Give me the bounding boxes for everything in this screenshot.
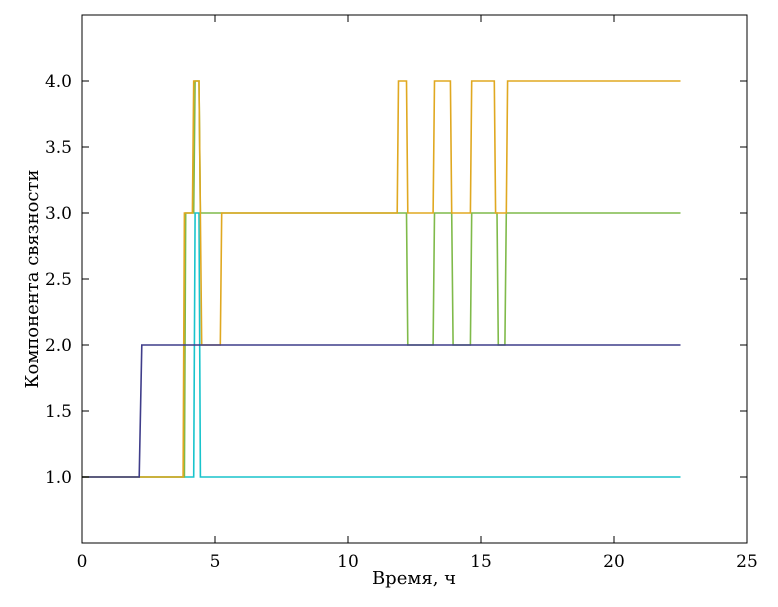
y-tick-label: 2.5 [45,270,72,290]
series-line-2 [82,80,681,478]
y-tick-label: 3.5 [45,138,72,158]
x-tick-label: 15 [470,552,492,572]
y-tick-label: 4.0 [45,72,72,92]
y-tick-label: 1.0 [45,468,72,488]
y-tick-label: 1.5 [45,402,72,422]
y-tick-label: 3.0 [45,204,72,224]
labels-layer: 0 5 10 15 20 25 1.0 1.5 2.0 2.5 3.0 3.5 4.0 [45,72,758,572]
plot-frame [81,14,748,544]
x-tick-label: 0 [77,552,88,572]
series-line-3 [82,80,681,478]
ticks-layer [81,15,748,543]
y-axis-label: Компонента связности [22,170,43,389]
x-tick-label: 20 [603,552,625,572]
series-layer [82,80,681,478]
x-tick-label: 25 [736,552,758,572]
x-axis-label: Время, ч [372,568,456,589]
series-line-4 [82,344,681,478]
x-tick-label: 5 [210,552,221,572]
x-tick-label: 10 [337,552,359,572]
y-tick-label: 2.0 [45,336,72,356]
